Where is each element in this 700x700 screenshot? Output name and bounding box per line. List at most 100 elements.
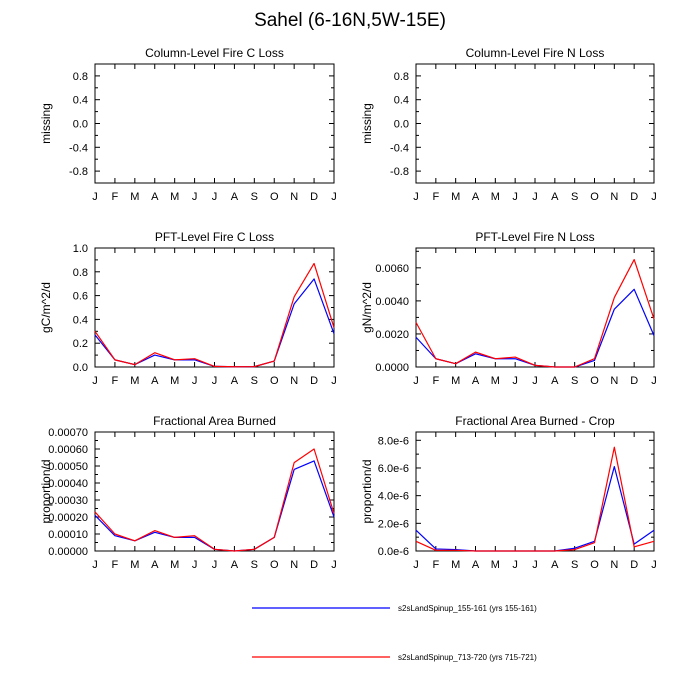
y-tick-label: 0.8 (73, 267, 88, 279)
chart-title: Fractional Area Burned - Crop (455, 414, 615, 428)
x-tick-label: D (310, 375, 318, 387)
x-tick-label: M (170, 191, 179, 203)
x-tick-label: M (491, 191, 500, 203)
legend-label: s2sLandSpinup_713-720 (yrs 715-721) (398, 653, 537, 662)
y-tick-label: 6.0e-6 (378, 463, 409, 475)
y-tick-label: 0.0e-6 (378, 546, 409, 558)
y-tick-label: 0.0 (73, 119, 88, 131)
x-tick-label: A (151, 375, 159, 387)
x-tick-label: M (451, 191, 460, 203)
x-tick-label: J (212, 559, 218, 571)
x-tick-label: F (432, 191, 439, 203)
x-tick-label: F (112, 191, 119, 203)
y-tick-label: 0.00010 (48, 529, 88, 541)
y-tick-label: -0.8 (69, 166, 88, 178)
y-tick-label: 0.4 (394, 95, 409, 107)
y-tick-label: 0.00030 (48, 495, 88, 507)
legend-label: s2sLandSpinup_155-161 (yrs 155-161) (398, 604, 537, 613)
x-tick-label: S (571, 559, 578, 571)
x-tick-label: A (231, 559, 239, 571)
plot-frame (94, 431, 335, 552)
x-tick-label: O (590, 375, 599, 387)
x-tick-label: S (251, 191, 258, 203)
x-tick-label: S (251, 559, 258, 571)
y-tick-label: 0.0 (73, 362, 88, 374)
x-tick-label: M (170, 375, 179, 387)
y-tick-label: 0.00040 (48, 478, 88, 490)
series-line-2 (94, 262, 335, 368)
x-tick-label: J (212, 191, 218, 203)
x-tick-label: A (472, 559, 480, 571)
x-tick-label: M (451, 375, 460, 387)
x-tick-label: J (331, 375, 337, 387)
x-tick-label: A (551, 191, 559, 203)
x-tick-label: J (512, 191, 518, 203)
y-tick-label: 8.0e-6 (378, 435, 409, 447)
y-tick-label: 0.0060 (375, 263, 409, 275)
y-tick-label: 1.0 (73, 243, 88, 255)
series-line-1 (94, 460, 335, 552)
x-tick-label: A (231, 191, 239, 203)
x-tick-label: S (571, 191, 578, 203)
series-line-2 (415, 446, 655, 552)
chart-title: PFT-Level Fire C Loss (155, 230, 274, 244)
x-tick-label: N (610, 191, 618, 203)
plot-frame (94, 247, 335, 368)
y-tick-label: -0.4 (390, 142, 409, 154)
x-tick-label: F (112, 559, 119, 571)
x-tick-label: J (92, 559, 98, 571)
x-tick-label: D (310, 191, 318, 203)
x-tick-label: J (651, 559, 657, 571)
x-tick-label: M (491, 559, 500, 571)
series-line-2 (415, 258, 655, 368)
x-tick-label: M (491, 375, 500, 387)
plot-frame (415, 247, 655, 368)
x-tick-label: O (590, 191, 599, 203)
x-tick-label: J (651, 191, 657, 203)
chart-title: Column-Level Fire C Loss (145, 46, 284, 60)
y-tick-label: 0.00020 (48, 512, 88, 524)
x-tick-label: J (532, 191, 538, 203)
x-tick-label: A (151, 559, 159, 571)
x-tick-label: J (192, 375, 198, 387)
x-tick-label: A (231, 375, 239, 387)
plot-frame (94, 63, 335, 184)
x-tick-label: F (432, 559, 439, 571)
x-tick-label: J (532, 375, 538, 387)
x-tick-label: O (590, 559, 599, 571)
chart-title: Column-Level Fire N Loss (466, 46, 605, 60)
y-axis-label: gC/m^2/d (39, 282, 53, 333)
x-tick-label: S (251, 375, 258, 387)
y-tick-label: -0.4 (69, 142, 88, 154)
x-tick-label: J (192, 191, 198, 203)
x-tick-label: N (610, 559, 618, 571)
x-tick-label: A (551, 559, 559, 571)
x-tick-label: O (270, 191, 279, 203)
series-line-1 (94, 278, 335, 368)
x-tick-label: N (290, 375, 298, 387)
x-tick-label: J (413, 191, 419, 203)
y-tick-label: 0.6 (73, 291, 88, 303)
y-axis-label: proportion/d (39, 459, 53, 523)
x-tick-label: A (551, 375, 559, 387)
x-tick-label: D (630, 559, 638, 571)
x-tick-label: M (130, 191, 139, 203)
x-tick-label: M (170, 559, 179, 571)
x-tick-label: O (270, 375, 279, 387)
y-tick-label: 0.00050 (48, 461, 88, 473)
chart-title: PFT-Level Fire N Loss (475, 230, 594, 244)
y-tick-label: 0.4 (73, 314, 88, 326)
x-tick-label: J (92, 375, 98, 387)
x-tick-label: J (92, 191, 98, 203)
x-tick-label: F (432, 375, 439, 387)
y-tick-label: 0.00060 (48, 444, 88, 456)
y-tick-label: 0.0040 (375, 296, 409, 308)
y-tick-label: 0.8 (394, 71, 409, 83)
x-tick-label: A (151, 191, 159, 203)
